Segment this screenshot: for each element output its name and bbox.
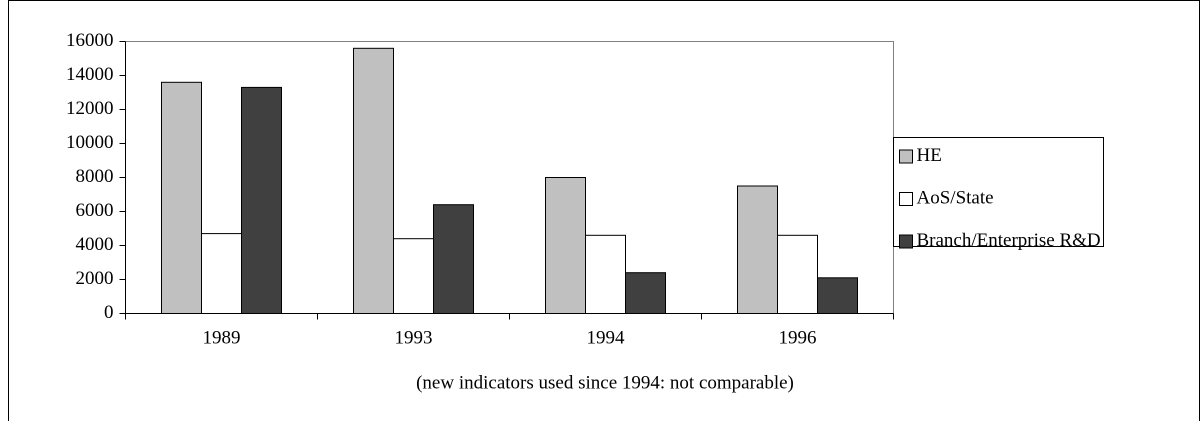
- bar: [585, 234, 626, 314]
- bar: [241, 86, 282, 315]
- legend-label: AoS/State: [917, 187, 994, 208]
- bar: [817, 277, 858, 314]
- y-tick-label: 10000: [66, 132, 114, 153]
- bar: [161, 81, 202, 314]
- bar: [433, 204, 474, 314]
- bar: [201, 233, 242, 315]
- bar: [777, 234, 818, 314]
- legend-swatch: [899, 192, 913, 206]
- y-tick-label: 16000: [66, 30, 114, 51]
- legend-label: Branch/Enterprise R&D: [917, 230, 1101, 251]
- x-tick-label: 1993: [395, 327, 433, 348]
- legend-box: [893, 137, 1104, 247]
- legend-swatch: [899, 149, 913, 164]
- y-tick-label: 8000: [76, 166, 114, 187]
- bar: [737, 185, 778, 314]
- y-tick-label: 6000: [76, 200, 114, 221]
- legend-label: HE: [917, 145, 942, 166]
- bar: [545, 177, 586, 314]
- annotation: (new indicators used since 1994: not com…: [416, 372, 794, 393]
- chart-frame: [8, 0, 1200, 421]
- x-tick-label: 1989: [203, 327, 241, 348]
- y-tick-label: 2000: [76, 268, 114, 289]
- y-tick-label: 4000: [76, 234, 114, 255]
- y-tick-label: 12000: [66, 98, 114, 119]
- bar: [625, 272, 666, 315]
- x-tick-label: 1994: [587, 327, 626, 348]
- x-tick-label: 1996: [779, 327, 817, 348]
- bar: [353, 47, 394, 315]
- y-tick-label: 0: [104, 302, 114, 323]
- bar: [393, 238, 434, 314]
- legend-swatch: [899, 234, 913, 249]
- y-tick-label: 14000: [66, 64, 114, 85]
